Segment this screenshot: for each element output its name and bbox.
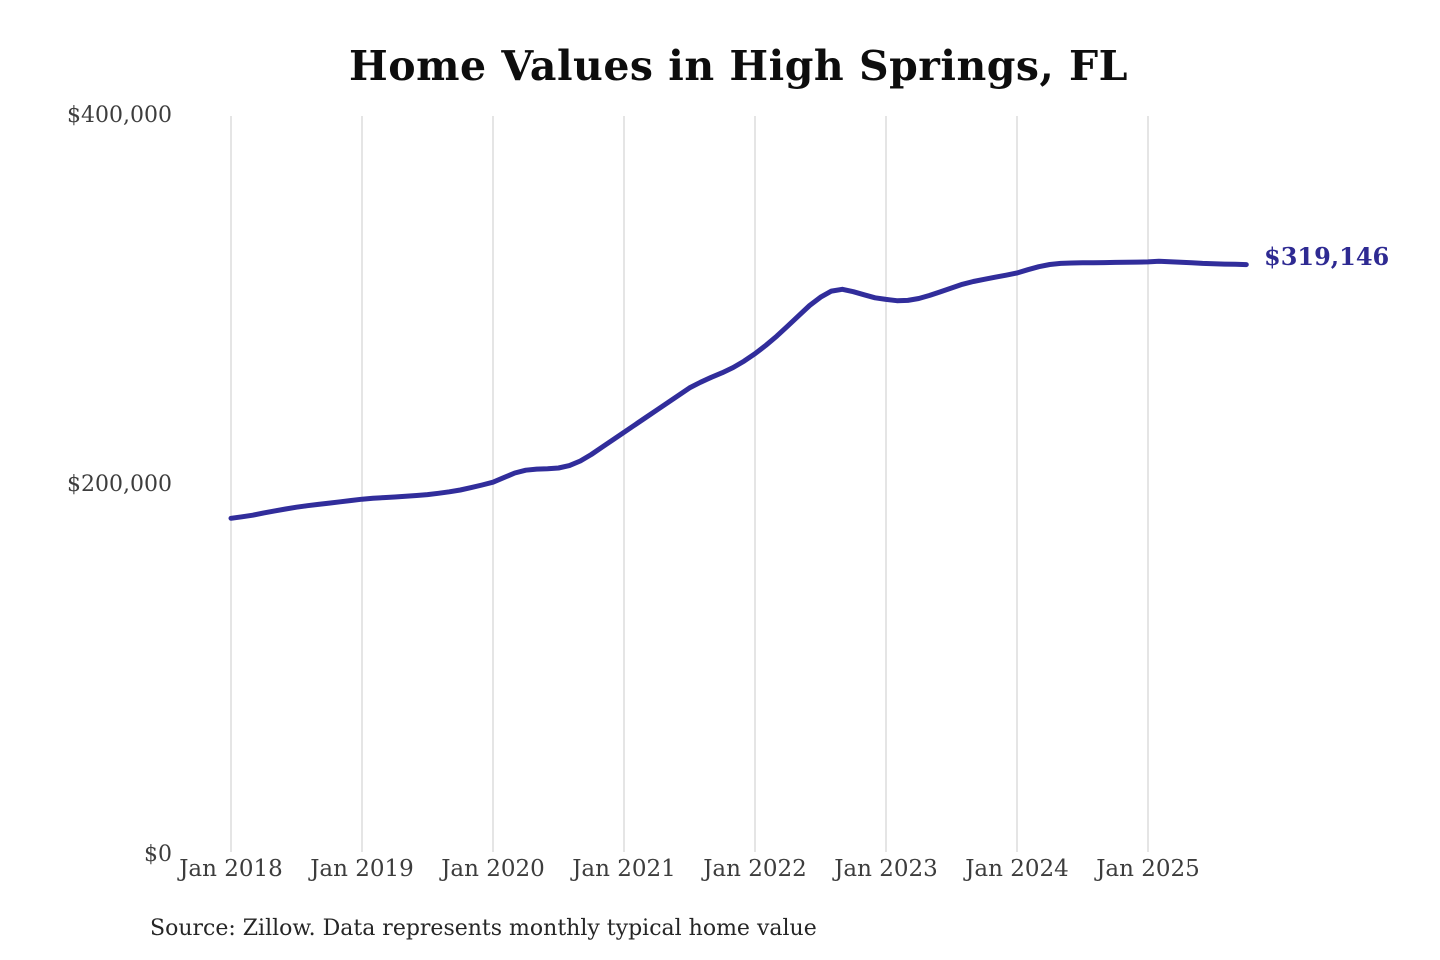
x-axis-tick-jan-2019: Jan 2019 [310, 856, 414, 882]
x-axis-tick-jan-2025: Jan 2025 [1096, 856, 1200, 882]
y-axis-tick-0: $0 [144, 842, 172, 867]
home-value-line [228, 258, 1249, 521]
chart-title: Home Values in High Springs, FL [349, 42, 1128, 90]
x-axis-tick-jan-2021: Jan 2021 [572, 856, 676, 882]
y-axis-tick-200k: $200,000 [67, 472, 172, 497]
y-axis-tick-400k: $400,000 [67, 103, 172, 128]
source-note: Source: Zillow. Data represents monthly … [150, 916, 817, 941]
x-axis-tick-jan-2024: Jan 2024 [965, 856, 1069, 882]
gridlines [230, 116, 1149, 852]
x-axis-tick-jan-2022: Jan 2022 [703, 856, 807, 882]
x-axis-tick-jan-2020: Jan 2020 [441, 856, 545, 882]
x-axis-tick-jan-2023: Jan 2023 [834, 856, 938, 882]
latest-value-label: $319,146 [1264, 242, 1390, 271]
x-axis-tick-jan-2018: Jan 2018 [179, 856, 283, 882]
